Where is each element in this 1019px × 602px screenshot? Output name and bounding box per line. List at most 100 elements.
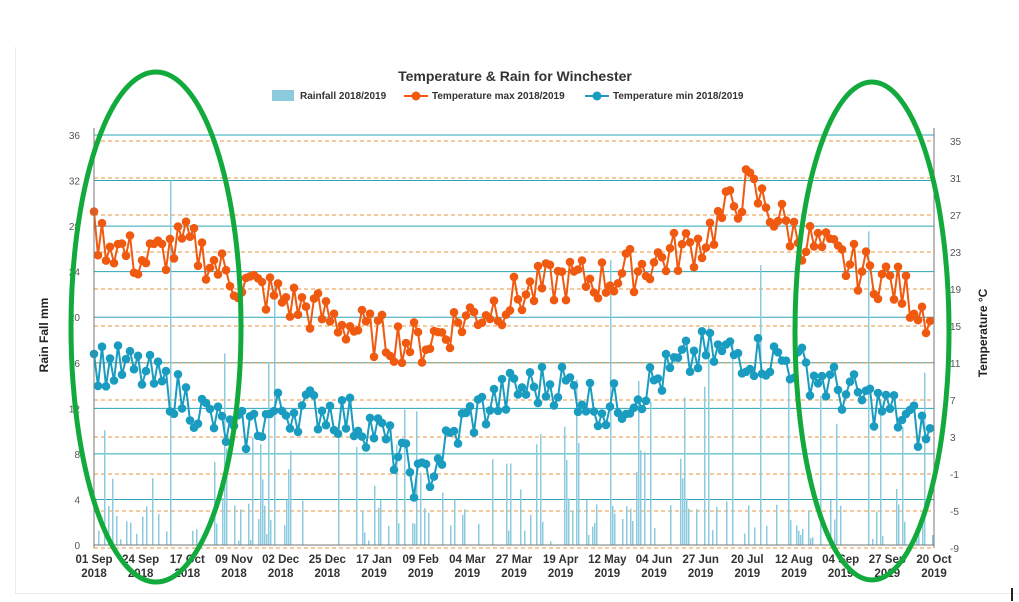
legend-rain-label[interactable]: Rainfall 2018/2019 xyxy=(300,91,387,102)
temp-min-point xyxy=(685,367,695,377)
right-axis-ticks: -9 -5 -1 3 7 11 15 19 23 27 31 35 xyxy=(950,137,962,555)
temp-min-point xyxy=(461,408,471,418)
temp-min-point xyxy=(341,424,351,433)
rain-bar xyxy=(704,386,706,545)
temp-max-point xyxy=(749,174,759,184)
temp-min-point xyxy=(537,362,547,372)
rain-bar xyxy=(650,401,652,545)
temp-max-point xyxy=(157,239,167,249)
temp-min-point xyxy=(541,392,551,401)
temp-min-point xyxy=(781,356,791,366)
rain-bar xyxy=(170,180,172,546)
temp-max-point xyxy=(121,251,131,261)
temp-max-point xyxy=(181,217,191,226)
temp-min-point xyxy=(161,366,171,376)
right-tick-label: 23 xyxy=(950,248,962,259)
x-tick-year: 2019 xyxy=(688,568,714,580)
temp-max-point xyxy=(593,293,603,303)
x-tick-year: 2018 xyxy=(221,568,247,580)
right-tick-label: 11 xyxy=(950,359,961,370)
temp-max-point xyxy=(405,347,415,357)
rain-bar xyxy=(696,509,698,545)
temp-min-point xyxy=(149,379,159,388)
temp-max-point xyxy=(865,261,875,270)
temp-max-point xyxy=(685,238,695,247)
temp-max-point xyxy=(409,318,419,327)
temp-max-point xyxy=(545,260,555,270)
temp-min-point xyxy=(409,493,419,502)
temp-max-point xyxy=(897,299,907,308)
temp-min-point xyxy=(289,408,299,418)
rain-bar xyxy=(924,372,926,545)
temp-max-point xyxy=(821,228,831,237)
temp-max-point xyxy=(917,302,927,312)
rain-bar xyxy=(288,469,290,545)
temp-max-point xyxy=(189,223,199,233)
temp-min-point xyxy=(765,367,775,377)
temp-max-point xyxy=(733,214,743,223)
temp-min-point xyxy=(677,345,687,354)
rain-bar xyxy=(274,285,276,545)
rain-bar xyxy=(378,507,380,545)
rain-bar xyxy=(424,508,426,545)
rain-bar xyxy=(462,514,464,545)
temp-max-point xyxy=(337,320,347,330)
temp-max-point xyxy=(657,252,667,262)
legend-temp-max-label[interactable]: Temperature max 2018/2019 xyxy=(432,91,565,102)
rain-bar xyxy=(364,532,366,545)
temp-min-point xyxy=(137,380,147,389)
rain-bar xyxy=(644,452,646,545)
rain-bar xyxy=(932,534,934,545)
temp-min-point xyxy=(577,400,587,410)
temp-max-point xyxy=(785,241,795,251)
rain-bar xyxy=(542,521,544,545)
temp-min-point xyxy=(337,396,347,405)
rain-bar xyxy=(626,506,628,545)
rain-bar xyxy=(670,505,672,545)
rain-bar xyxy=(398,523,400,545)
rain-bar xyxy=(380,500,382,545)
rain-bar xyxy=(586,499,588,545)
temp-max-point xyxy=(217,249,227,258)
temp-min-point xyxy=(921,434,931,444)
x-tick-date: 25 Dec xyxy=(309,554,347,566)
right-tick-label: 3 xyxy=(950,433,956,444)
temp-max-point xyxy=(601,288,611,297)
rain-bar xyxy=(226,448,228,545)
temp-min-point xyxy=(917,411,927,421)
temp-min-point xyxy=(653,374,663,383)
right-tick-label: 19 xyxy=(950,285,962,296)
rain-bar xyxy=(830,500,832,545)
temp-max-point xyxy=(469,307,479,317)
legend-temp-min-label[interactable]: Temperature min 2018/2019 xyxy=(613,91,744,102)
temp-min-point xyxy=(745,364,755,374)
temp-max-point xyxy=(333,328,343,337)
temp-max-point xyxy=(857,267,867,276)
rain-bar xyxy=(442,492,444,545)
temp-max-point xyxy=(101,256,111,265)
temp-max-point xyxy=(557,267,567,277)
temp-min-point xyxy=(421,459,431,469)
temp-max-point xyxy=(201,275,211,284)
temp-min-point xyxy=(657,386,667,395)
x-tick-date: 27 Mar xyxy=(496,554,533,566)
rain-bar xyxy=(682,478,684,545)
rain-bar xyxy=(388,525,390,545)
temp-max-point xyxy=(485,314,495,324)
temp-max-point xyxy=(773,216,783,226)
rain-bar xyxy=(454,499,456,545)
temp-min-point xyxy=(633,395,643,404)
temp-min-point xyxy=(829,362,839,372)
rain-bar xyxy=(262,479,264,545)
rain-bar xyxy=(820,395,822,545)
temp-max-series xyxy=(89,165,935,368)
temp-min-point xyxy=(249,409,259,419)
rain-bar xyxy=(428,512,430,545)
temp-max-point xyxy=(517,305,527,315)
rain-bar xyxy=(302,500,304,545)
rain-bar xyxy=(104,430,106,545)
rain-bar xyxy=(798,530,800,545)
temp-max-point xyxy=(689,262,699,272)
temp-min-point xyxy=(881,390,891,400)
temp-max-point xyxy=(889,295,899,304)
